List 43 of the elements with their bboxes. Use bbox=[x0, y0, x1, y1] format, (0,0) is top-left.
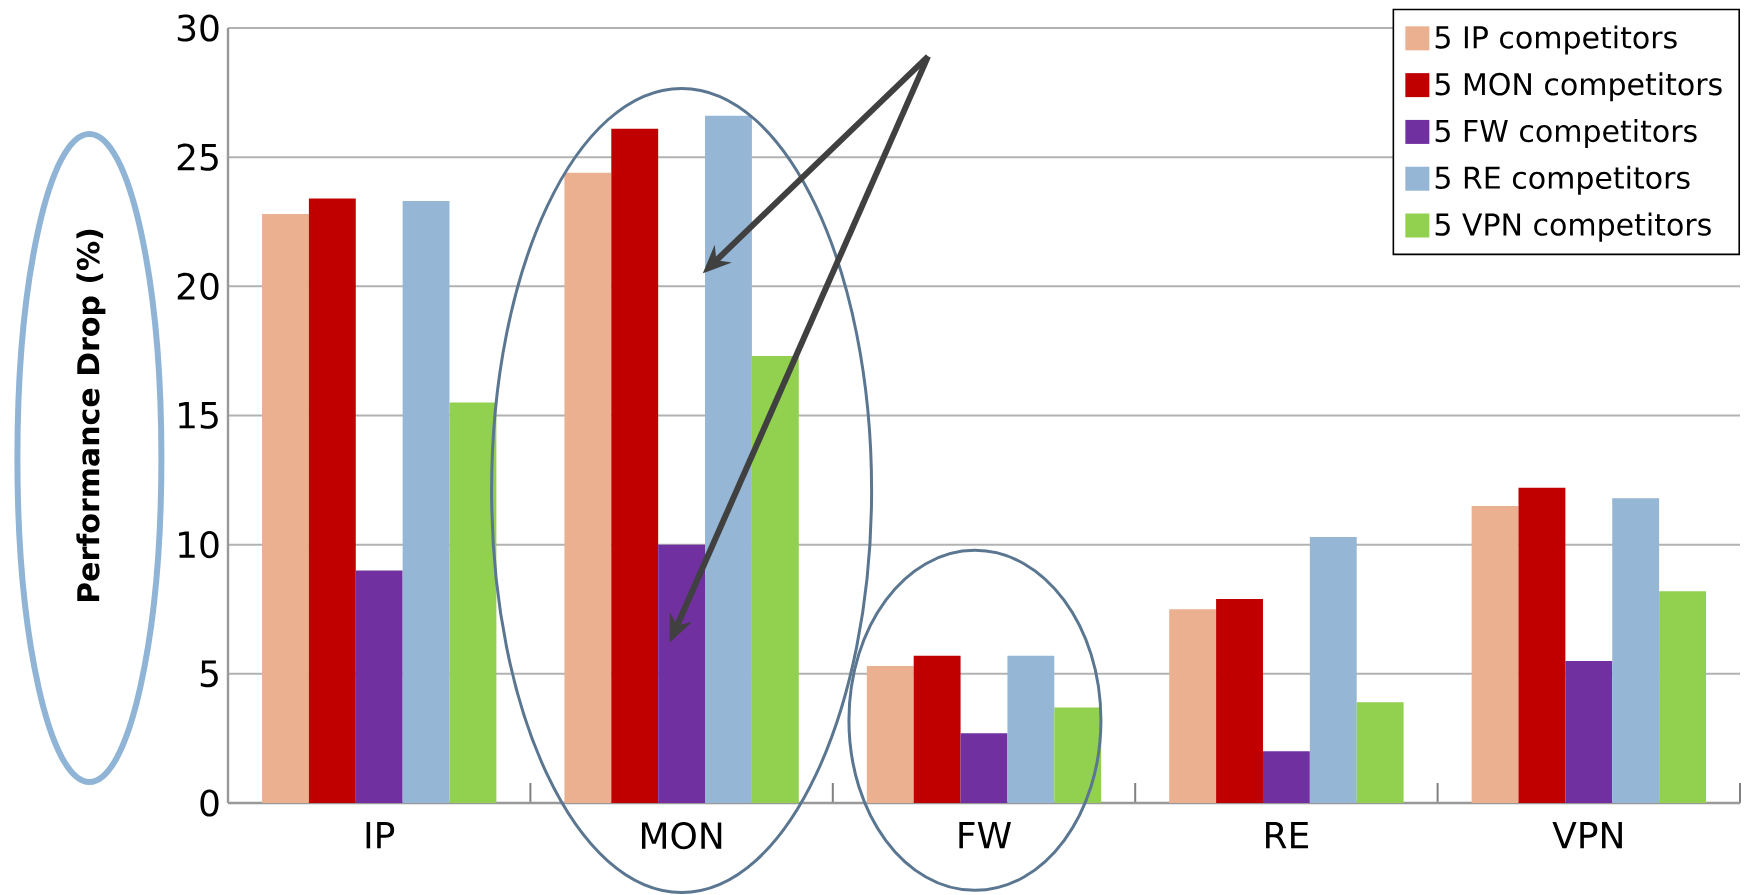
bar bbox=[1262, 751, 1310, 803]
x-tick-label: MON bbox=[641, 822, 722, 850]
legend-label: 5 FW competitors bbox=[1435, 119, 1697, 149]
bar bbox=[402, 201, 450, 803]
legend-label: 5 RE competitors bbox=[1435, 165, 1690, 195]
bar bbox=[1565, 660, 1613, 803]
bar bbox=[449, 402, 497, 803]
bar bbox=[960, 733, 1008, 803]
y-tick-label: 0 bbox=[200, 789, 219, 817]
y-tick-label: 30 bbox=[177, 14, 219, 42]
x-tick-label: VPN bbox=[1552, 822, 1622, 849]
y-tick-label: 10 bbox=[179, 531, 219, 559]
bar bbox=[913, 655, 961, 803]
y-tick-label: 25 bbox=[177, 143, 218, 171]
bar bbox=[1471, 505, 1519, 803]
bar bbox=[564, 172, 612, 803]
legend-label: 5 VPN competitors bbox=[1435, 212, 1711, 242]
y-tick-label: 15 bbox=[179, 402, 218, 429]
bar bbox=[866, 666, 914, 803]
bar bbox=[1356, 702, 1404, 803]
bar bbox=[611, 128, 659, 803]
y-axis-title: Performance Drop (%) bbox=[76, 229, 106, 602]
bar bbox=[1216, 598, 1263, 803]
bar bbox=[1518, 487, 1566, 803]
legend-label: 5 IP competitors bbox=[1435, 25, 1677, 55]
bar bbox=[1007, 655, 1055, 803]
bar bbox=[658, 544, 706, 803]
bar bbox=[705, 115, 752, 803]
bar bbox=[308, 198, 356, 803]
y-tick-label: 20 bbox=[177, 272, 219, 300]
x-tick-label: RE bbox=[1266, 822, 1308, 849]
bar bbox=[1054, 707, 1102, 803]
y-tick-label: 5 bbox=[200, 660, 218, 688]
x-tick-label: IP bbox=[366, 822, 395, 849]
x-tick-label: FW bbox=[959, 822, 1011, 849]
bar bbox=[1612, 498, 1660, 803]
bar bbox=[1169, 609, 1217, 803]
bar bbox=[1659, 591, 1706, 803]
bar bbox=[355, 570, 403, 803]
bar bbox=[751, 356, 799, 803]
legend-label: 5 MON competitors bbox=[1435, 72, 1722, 102]
bar bbox=[262, 214, 309, 803]
bar bbox=[1309, 536, 1357, 803]
